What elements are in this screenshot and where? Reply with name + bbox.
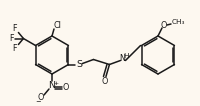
- Text: S: S: [76, 60, 82, 69]
- Text: Cl: Cl: [53, 20, 61, 29]
- Text: H: H: [123, 52, 128, 59]
- Text: N: N: [119, 54, 125, 63]
- Text: CH₃: CH₃: [170, 19, 184, 25]
- Text: O: O: [38, 93, 44, 103]
- Text: F: F: [9, 34, 14, 43]
- Text: O: O: [62, 84, 69, 93]
- Text: O: O: [101, 77, 107, 86]
- Text: −: −: [35, 99, 41, 105]
- Text: F: F: [12, 44, 17, 53]
- Text: O: O: [160, 20, 166, 29]
- Text: +: +: [53, 81, 58, 86]
- Text: N: N: [48, 82, 55, 91]
- Text: F: F: [12, 24, 17, 33]
